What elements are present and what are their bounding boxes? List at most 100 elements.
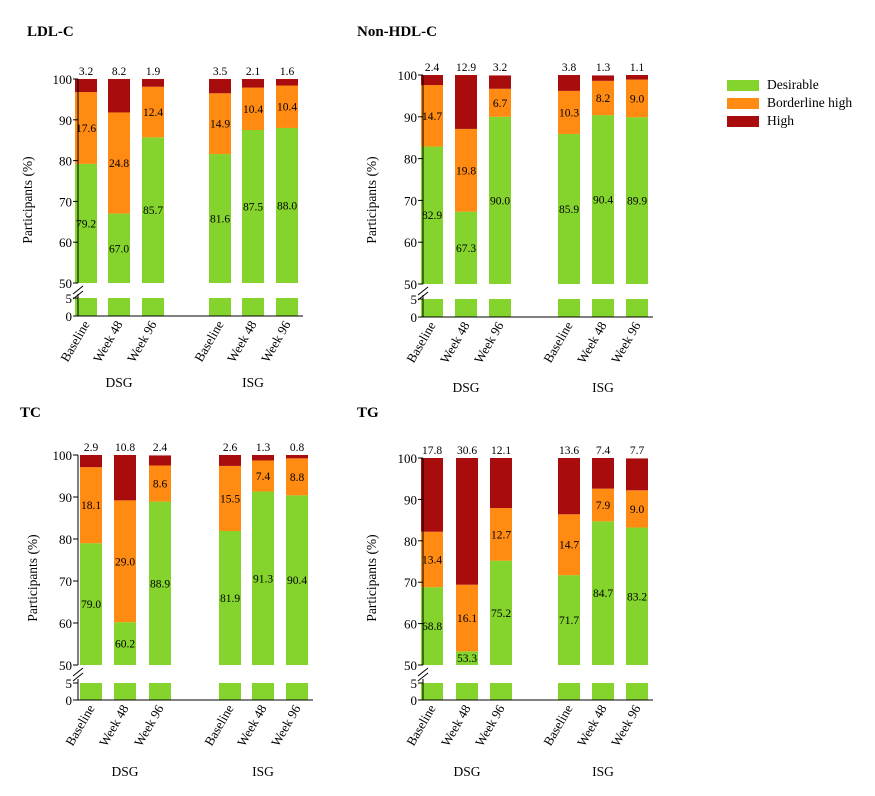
ldl-c-dsg-baseline-desirable-bar (75, 163, 97, 283)
ldl-c-isg-week-48-high-bar (242, 79, 264, 88)
ldl-c-dsg-week-48-desirable-base-bar (108, 298, 130, 316)
tc-isg-week-48-desirable-value-label: 91.3 (253, 573, 273, 585)
tg-isg-week-48-high-value-label: 7.4 (596, 445, 611, 457)
tg-isg-baseline-tick-label: Baseline (540, 702, 575, 748)
tc-isg-baseline-desirable-value-label: 81.9 (220, 593, 240, 605)
non-hdl-c-isg-baseline-tick-label: Baseline (540, 319, 575, 365)
non-hdl-c-group-label-isg: ISG (592, 380, 614, 395)
tc-y-tick-label-90: 90 (59, 490, 72, 505)
tg-dsg-week-96-desirable-base-bar (490, 683, 512, 700)
tc-dsg-week-48-borderline-high-value-label: 29.0 (115, 556, 135, 568)
tg-isg-baseline-borderline-high-bar (558, 514, 580, 576)
non-hdl-c-isg-week-48-high-bar (592, 75, 614, 81)
non-hdl-c-group-label-dsg: DSG (452, 380, 479, 395)
ldl-c-y-tick-label-5: 5 (66, 291, 73, 306)
ldl-c-isg-week-96-high-bar (276, 79, 298, 86)
tg-dsg-week-48-desirable-base-bar (456, 683, 478, 700)
tg-y-tick-label-50: 50 (404, 658, 417, 673)
non-hdl-c-dsg-week-48-high-value-label: 12.9 (456, 62, 476, 74)
ldl-c-y-tick-label-60: 60 (59, 235, 72, 250)
tg-dsg-week-48-desirable-value-label: 53.3 (457, 653, 477, 665)
legend-swatch-high (727, 116, 759, 127)
ldl-c-title: LDL-C (27, 24, 74, 40)
ldl-c-dsg-week-48-borderline-high-value-label: 24.8 (109, 158, 129, 170)
tc-y-tick-label-70: 70 (59, 574, 72, 589)
tc-isg-baseline-borderline-high-bar (219, 465, 241, 532)
tc-isg-week-96-desirable-value-label: 90.4 (287, 575, 307, 587)
ldl-c-dsg-week-96-borderline-high-bar (142, 86, 164, 138)
tc-dsg-week-96-desirable-base-bar (149, 683, 171, 700)
tg-isg-week-96-high-value-label: 7.7 (630, 445, 645, 457)
ldl-c-dsg-week-96-borderline-high-value-label: 12.4 (143, 107, 163, 119)
non-hdl-c-dsg-baseline-desirable-bar (421, 146, 443, 284)
non-hdl-c-isg-week-48-borderline-high-bar (592, 80, 614, 116)
tg-dsg-week-96-desirable-value-label: 75.2 (491, 608, 511, 620)
tc-y-axis-label: Participants (%) (25, 534, 40, 621)
tg-axis-break-mark (417, 672, 429, 682)
non-hdl-c-dsg-baseline-desirable-base-bar (421, 299, 443, 317)
ldl-c-y-tick-label-50: 50 (59, 276, 72, 291)
non-hdl-c-isg-baseline-borderline-high-value-label: 10.3 (559, 107, 579, 119)
ldl-c-y-tick-label-90: 90 (59, 113, 72, 128)
non-hdl-c-dsg-baseline-desirable-value-label: 82.9 (422, 210, 442, 222)
tg-dsg-week-96-borderline-high-bar (490, 508, 512, 561)
non-hdl-c-dsg-week-48-desirable-value-label: 67.3 (456, 243, 476, 255)
tg-dsg-baseline-borderline-high-bar (421, 531, 443, 588)
tc-isg-baseline-desirable-bar (219, 531, 241, 665)
non-hdl-c-y-tick-label-70: 70 (404, 193, 417, 208)
tc-y-tick-label-5: 5 (66, 676, 73, 691)
non-hdl-c-dsg-week-48-desirable-base-bar (455, 299, 477, 317)
tg-isg-baseline-desirable-bar (558, 575, 580, 665)
tc-dsg-baseline-desirable-base-bar (80, 683, 102, 700)
tg-dsg-week-96-tick-label: Week 96 (472, 702, 508, 749)
tg-dsg-week-48-borderline-high-value-label: 16.1 (457, 613, 477, 625)
tg-dsg-week-96-desirable-bar (490, 560, 512, 665)
non-hdl-c-dsg-week-48-tick-label: Week 48 (437, 319, 473, 366)
tc-isg-week-96-borderline-high-bar (286, 458, 308, 496)
non-hdl-c-isg-week-96-desirable-value-label: 89.9 (627, 196, 647, 208)
tc-isg-week-96-borderline-high-value-label: 8.8 (290, 472, 305, 484)
legend-label-desirable: Desirable (767, 77, 819, 92)
tc-dsg-week-96-borderline-high-value-label: 8.6 (153, 479, 168, 491)
ldl-c-dsg-week-48-tick-label: Week 48 (90, 318, 126, 365)
tc-isg-week-96-tick-label: Week 96 (268, 702, 304, 749)
legend: Desirable Borderline high High (727, 77, 875, 131)
ldl-c-dsg-baseline-high-bar (75, 79, 97, 93)
ldl-c-y-axis-label: Participants (%) (20, 156, 35, 243)
non-hdl-c-y-tick-label-90: 90 (404, 110, 417, 125)
ldl-c-isg-week-96-desirable-bar (276, 127, 298, 284)
tg-y-tick-label-90: 90 (404, 492, 417, 507)
tg-axis-break-mark (417, 667, 429, 677)
legend-swatch-desirable (727, 80, 759, 91)
non-hdl-c-dsg-baseline-borderline-high-bar (421, 85, 443, 147)
ldl-c-dsg-week-48-desirable-value-label: 67.0 (109, 243, 129, 255)
ldl-c-isg-baseline-borderline-high-value-label: 14.9 (210, 119, 230, 131)
ldl-c-isg-baseline-tick-label: Baseline (191, 318, 226, 364)
tc-dsg-baseline-tick-label: Baseline (62, 702, 97, 748)
ldl-c-isg-week-48-high-value-label: 2.1 (246, 66, 261, 78)
non-hdl-c-title: Non-HDL-C (357, 24, 437, 40)
tg-isg-week-48-tick-label: Week 48 (574, 702, 610, 749)
tc-isg-week-96-high-bar (286, 455, 308, 459)
tg-y-tick-label-60: 60 (404, 617, 417, 632)
ldl-c-isg-week-96-tick-label: Week 96 (258, 318, 294, 365)
ldl-c-isg-baseline-desirable-base-bar (209, 298, 231, 316)
non-hdl-c-isg-baseline-high-bar (558, 75, 580, 91)
tc-axis-break-mark (72, 667, 84, 677)
non-hdl-c-isg-week-48-desirable-bar (592, 115, 614, 285)
ldl-c-dsg-baseline-desirable-value-label: 79.2 (76, 218, 96, 230)
ldl-c-dsg-week-96-desirable-value-label: 85.7 (143, 205, 163, 217)
tc-isg-week-48-desirable-bar (252, 491, 274, 665)
tc-y-tick-label-0: 0 (66, 693, 73, 708)
tg-isg-baseline-borderline-high-value-label: 14.7 (559, 540, 579, 552)
non-hdl-c-dsg-baseline-tick-label: Baseline (403, 319, 438, 365)
tg-dsg-week-48-tick-label: Week 48 (438, 702, 474, 749)
ldl-c-dsg-baseline-high-value-label: 3.2 (79, 66, 94, 78)
tc-group-label-isg: ISG (252, 764, 274, 779)
non-hdl-c-y-tick-label-0: 0 (411, 310, 418, 325)
tg-dsg-week-96-high-bar (490, 458, 512, 509)
tc-isg-week-48-borderline-high-bar (252, 460, 274, 492)
non-hdl-c-isg-week-96-borderline-high-bar (626, 79, 648, 118)
ldl-c-dsg-baseline-borderline-high-bar (75, 92, 97, 164)
